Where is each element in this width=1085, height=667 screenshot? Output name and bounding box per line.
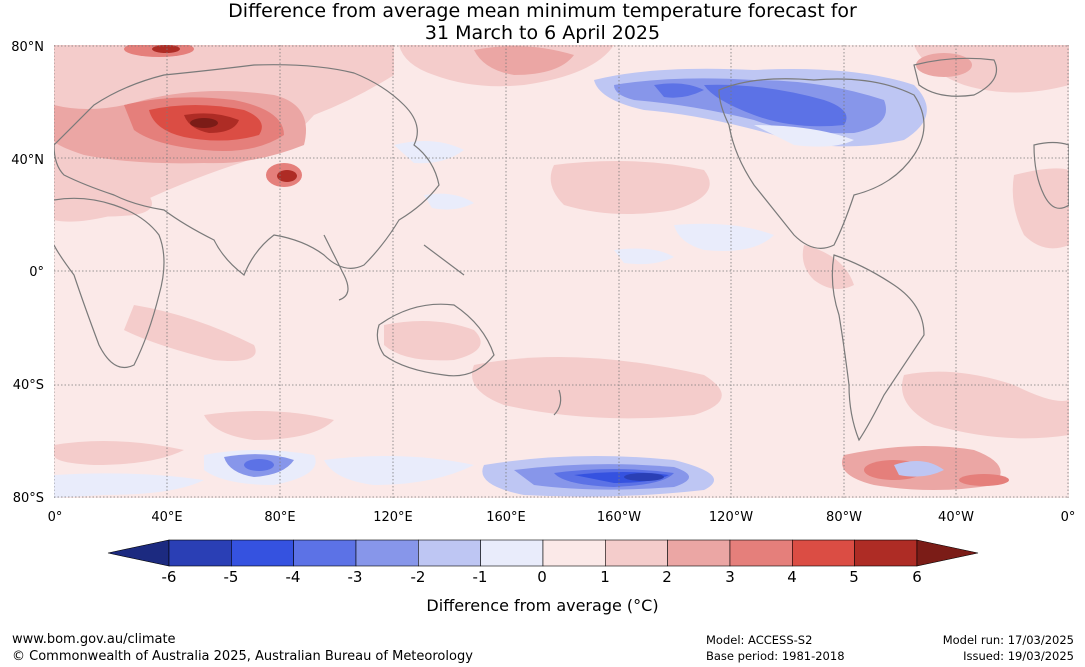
lon-label-80w: 80°W [826, 510, 862, 525]
colorbar-segment [231, 539, 294, 567]
colorbar-segment [542, 539, 606, 567]
warm-anomaly-areas [54, 45, 1069, 490]
colorbar-tick: -4 [285, 568, 301, 586]
colorbar-segment [480, 539, 544, 567]
colorbar-segment [355, 539, 419, 567]
colorbar-segment [418, 539, 481, 567]
lon-label-120w: 120°W [708, 510, 754, 525]
colorbar-tick: -1 [472, 568, 488, 586]
footer-dates: Model run: 17/03/2025 Issued: 19/03/2025 [943, 632, 1074, 664]
lon-label-160e: 160°E [486, 510, 526, 525]
colorbar-tick: 5 [849, 568, 859, 586]
colorbar-tick: 1 [600, 568, 610, 586]
colorbar-tick: -3 [347, 568, 363, 586]
model-run-date: Model run: 17/03/2025 [942, 633, 1074, 647]
lat-label-0: 0° [29, 265, 44, 280]
lat-label-80n: 80°N [11, 40, 44, 55]
colorbar-tick: -5 [223, 568, 239, 586]
colorbar-segment [605, 539, 668, 567]
lon-label-160w: 160°W [596, 510, 642, 525]
colorbar-extend-low [107, 539, 170, 567]
colorbar-segment [729, 539, 793, 567]
footer-model-info: Model: ACCESS-S2 Base period: 1981-2018 [706, 632, 845, 664]
map-svg [54, 45, 1069, 498]
lon-label-80e: 80°E [264, 510, 296, 525]
title-line-1: Difference from average mean minimum tem… [228, 0, 857, 22]
colorbar-extend-high [916, 539, 979, 567]
website-link[interactable]: www.bom.gov.au/climate [12, 632, 176, 647]
colorbar-tick: 3 [725, 568, 735, 586]
colorbar-tick: 0 [537, 568, 547, 586]
lat-label-40s: 40°S [12, 378, 44, 393]
lon-label-0-right: 0° [1060, 510, 1076, 525]
copyright-text: © Commonwealth of Australia 2025, Austra… [12, 649, 473, 664]
lat-label-40n: 40°N [11, 153, 44, 168]
lon-label-40e: 40°E [151, 510, 183, 525]
colorbar [107, 539, 979, 567]
base-period: Base period: 1981-2018 [706, 649, 845, 663]
issued-date: Issued: 19/03/2025 [963, 649, 1074, 663]
colorbar-segment [854, 539, 918, 567]
colorbar-segment [667, 539, 731, 567]
chart-title: Difference from average mean minimum tem… [0, 0, 1085, 44]
colorbar-tick: 4 [787, 568, 797, 586]
forecast-map [54, 45, 1069, 498]
model-name: Model: ACCESS-S2 [706, 633, 813, 647]
colorbar-tick: 2 [662, 568, 672, 586]
lon-label-0-left: 0° [47, 510, 63, 525]
lat-label-80s: 80°S [12, 491, 44, 506]
colorbar-tick: -2 [410, 568, 426, 586]
lon-label-40w: 40°W [938, 510, 974, 525]
coastlines [54, 57, 1069, 442]
lon-label-120e: 120°E [373, 510, 413, 525]
colorbar-segment [293, 539, 357, 567]
graticule [54, 45, 1069, 498]
colorbar-tick: 6 [912, 568, 922, 586]
title-line-2: 31 March to 6 April 2025 [424, 22, 661, 44]
colorbar-label: Difference from average (°C) [426, 596, 659, 615]
colorbar-segment [791, 539, 855, 567]
footer-left: www.bom.gov.au/climate © Commonwealth of… [12, 631, 473, 665]
colorbar-segment [168, 539, 232, 567]
colorbar-tick: -6 [161, 568, 177, 586]
